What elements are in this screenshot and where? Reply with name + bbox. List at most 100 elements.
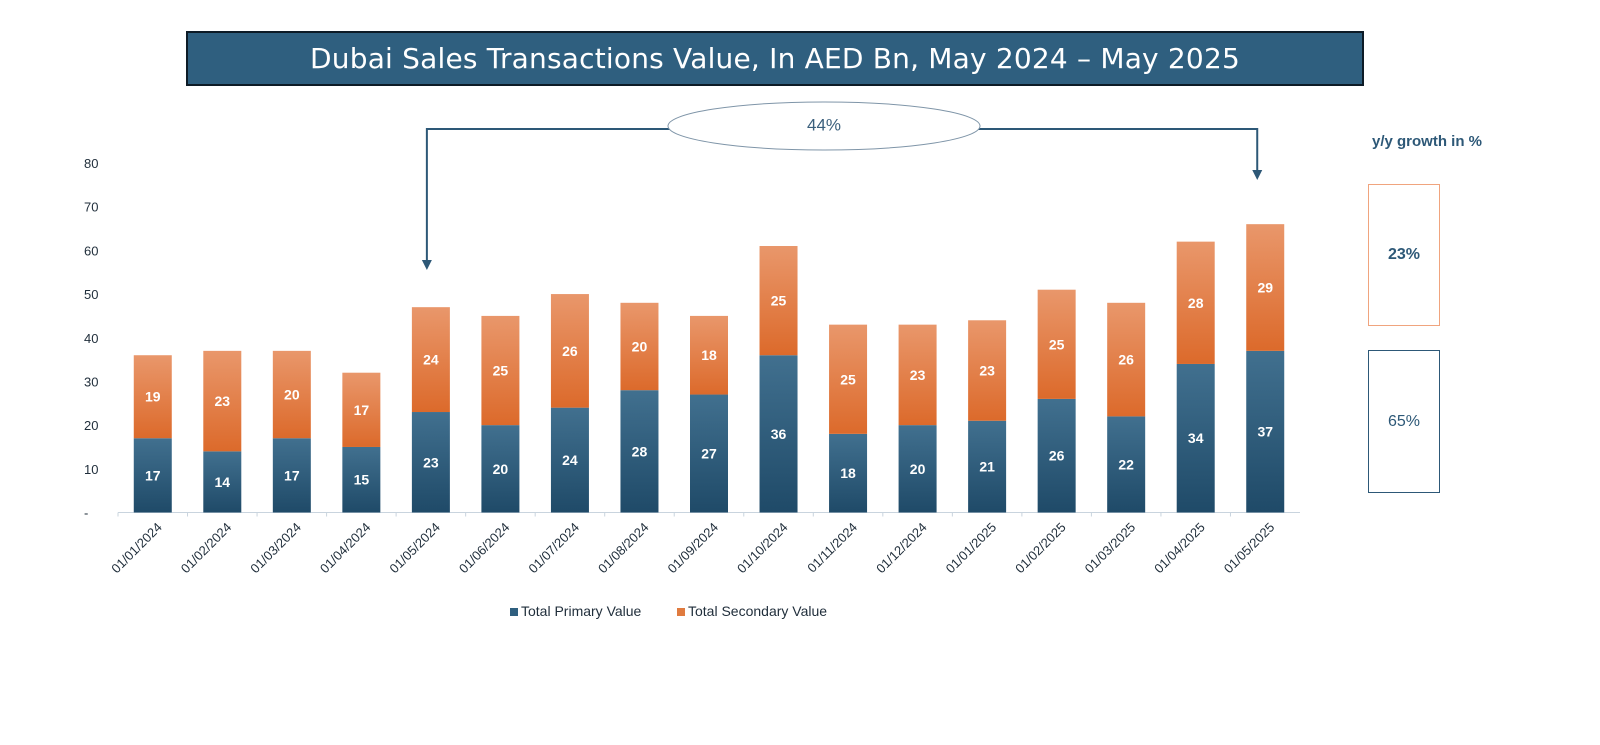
data-label: 26 [1049, 448, 1065, 464]
bar-secondary [759, 246, 798, 356]
primary-growth-box: 65% [1368, 350, 1440, 493]
x-tick-label: 01/02/2025 [1012, 520, 1069, 577]
data-label: 25 [1049, 336, 1065, 352]
bar-primary [898, 425, 937, 513]
x-tick-label: 01/11/2024 [804, 520, 860, 576]
annotation-label: 44% [807, 115, 841, 134]
data-label: 17 [284, 467, 300, 483]
x-tick-label: 01/01/2025 [943, 520, 1000, 577]
data-label: 17 [145, 467, 161, 483]
chart-title: Dubai Sales Transactions Value, In AED B… [186, 31, 1364, 86]
bar-primary [1107, 416, 1146, 513]
x-tick-label: 01/07/2024 [525, 520, 582, 577]
data-label: 17 [354, 402, 370, 418]
bar-primary [968, 420, 1007, 513]
x-tick-label: 01/04/2025 [1151, 520, 1208, 577]
bar-primary [133, 438, 172, 513]
bar-primary [1176, 363, 1215, 513]
data-label: 20 [910, 461, 926, 477]
data-label: 28 [632, 443, 648, 459]
data-label: 24 [562, 452, 578, 468]
data-label: 23 [423, 454, 439, 470]
data-label: 36 [771, 426, 787, 442]
y-tick-label: 30 [84, 374, 98, 389]
legend-label-primary: Total Primary Value [521, 603, 642, 619]
primary-growth-value: 65% [1387, 412, 1421, 430]
legend-swatch-secondary [677, 608, 685, 616]
y-tick-label: 40 [84, 331, 98, 346]
annotation-arrowhead-right [1252, 170, 1263, 180]
data-label: 20 [284, 387, 300, 403]
data-label: 23 [979, 363, 995, 379]
bar-primary [829, 433, 868, 513]
y-tick-label: 50 [84, 287, 98, 302]
y-tick-label: - [84, 506, 88, 521]
data-label: 20 [493, 461, 509, 477]
x-tick-label: 01/01/2024 [108, 520, 165, 577]
x-tick-label: 01/08/2024 [595, 520, 652, 577]
y-axis: - 10 20 30 40 50 60 70 80 [84, 156, 98, 521]
data-label: 23 [215, 393, 231, 409]
data-label: 22 [1118, 456, 1134, 472]
data-label: 18 [840, 465, 856, 481]
y-tick-label: 10 [84, 462, 98, 477]
growth-annotation: 44% [421, 101, 1263, 270]
secondary-growth-value: 23% [1387, 246, 1421, 263]
bar-secondary [342, 372, 381, 447]
data-label: 27 [701, 446, 717, 462]
bar-primary [620, 390, 659, 513]
bar-secondary [481, 315, 520, 426]
bar-secondary [690, 315, 728, 395]
legend-label-secondary: Total Secondary Value [688, 603, 827, 619]
data-label: 21 [979, 459, 995, 475]
bar-primary [550, 407, 589, 513]
x-tick-label: 01/04/2024 [317, 520, 374, 577]
y-tick-label: 80 [84, 156, 98, 171]
growth-heading: y/y growth in % [1372, 133, 1483, 150]
data-label: 20 [632, 338, 648, 354]
bar-secondary [829, 324, 868, 434]
bar-primary [342, 446, 381, 513]
bar-primary [1246, 350, 1285, 513]
bar-secondary [272, 350, 311, 439]
legend: Total Primary Value Total Secondary Valu… [510, 603, 827, 619]
x-tick-label: 01/10/2024 [734, 520, 791, 577]
data-label: 25 [840, 371, 856, 387]
bars: 17 19 14 23 17 20 15 17 23 24 20 25 24 26 28 20 27 18 36 25… [117, 224, 1285, 517]
bar-primary [759, 355, 798, 513]
x-tick-label: 01/09/2024 [664, 520, 721, 577]
data-label: 18 [701, 347, 717, 363]
data-label: 37 [1257, 424, 1273, 440]
x-tick-label: 01/05/2025 [1221, 520, 1278, 577]
data-label: 25 [493, 363, 509, 379]
bar-primary [1037, 398, 1076, 513]
data-label: 15 [354, 472, 370, 488]
bar-secondary [968, 320, 1007, 421]
x-tick-label: 01/06/2024 [456, 520, 513, 577]
y-tick-label: 20 [84, 418, 98, 433]
bar-secondary [1176, 241, 1215, 364]
data-label: 29 [1257, 280, 1273, 296]
y-tick-label: 60 [84, 243, 98, 258]
x-axis-labels: 01/01/2024 01/02/2024 01/03/2024 01/04/2024… [108, 520, 1277, 577]
bar-secondary [411, 307, 450, 413]
x-tick-label: 01/02/2024 [178, 520, 235, 577]
x-tick-label: 01/05/2024 [386, 520, 443, 577]
legend-swatch-primary [510, 608, 518, 616]
bar-primary [203, 451, 242, 513]
bar-secondary [203, 350, 242, 452]
secondary-growth-box: 23% [1368, 184, 1440, 326]
y-tick-label: 70 [84, 200, 98, 215]
data-label: 26 [1118, 352, 1134, 368]
data-label: 24 [423, 352, 439, 368]
bar-primary [481, 425, 520, 513]
bar-secondary [133, 355, 172, 439]
data-label: 26 [562, 343, 578, 359]
bar-secondary [1107, 302, 1146, 417]
data-label: 14 [215, 474, 231, 490]
bar-primary [690, 394, 728, 513]
annotation-ellipse [667, 101, 981, 151]
data-label: 28 [1188, 295, 1204, 311]
bar-secondary [1037, 289, 1076, 399]
